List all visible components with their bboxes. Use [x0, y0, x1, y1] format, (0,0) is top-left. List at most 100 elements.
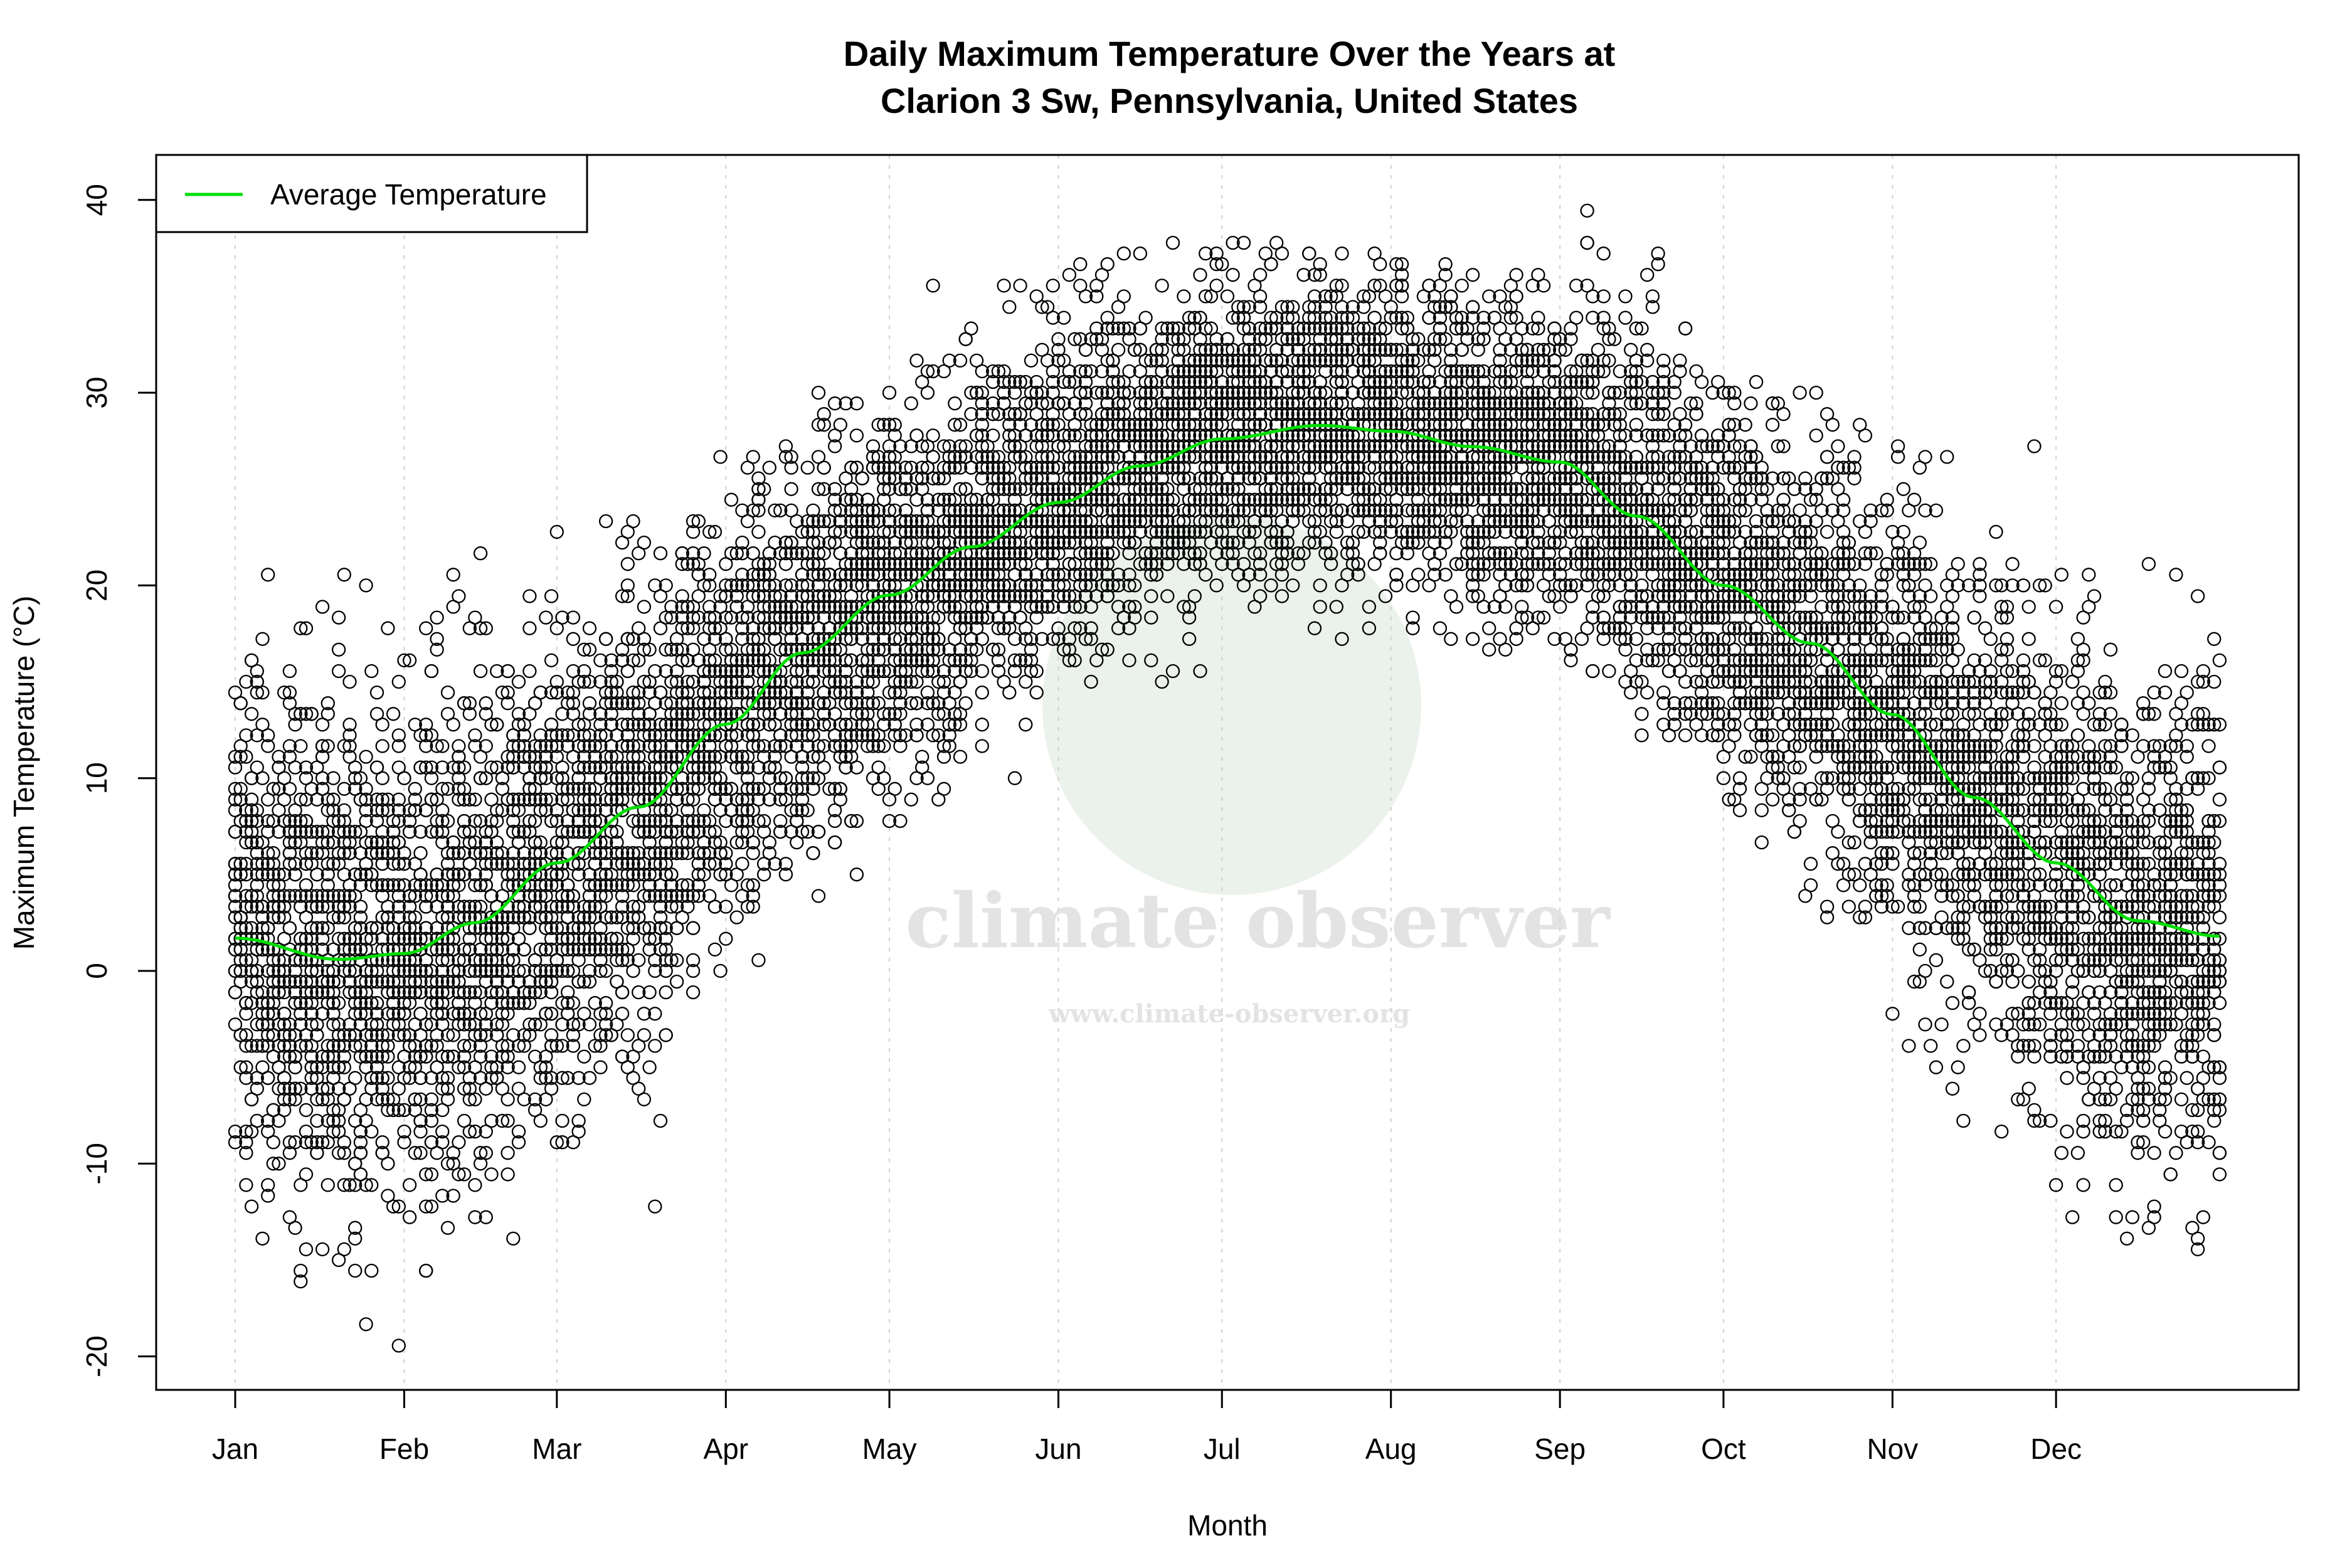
data-point	[889, 783, 901, 795]
data-point	[600, 515, 612, 527]
data-point	[480, 1147, 492, 1159]
data-point	[338, 1243, 351, 1256]
data-point	[622, 633, 634, 645]
data-point	[257, 686, 269, 699]
data-point	[545, 654, 558, 667]
data-point	[300, 622, 312, 635]
data-point	[415, 847, 427, 859]
data-point	[1047, 279, 1059, 292]
data-point	[714, 965, 727, 977]
data-point	[556, 1115, 569, 1127]
data-point	[763, 462, 776, 474]
data-point	[911, 354, 923, 367]
data-point	[371, 686, 383, 699]
data-point	[420, 1168, 432, 1180]
data-point	[480, 622, 492, 635]
data-point	[644, 1061, 656, 1074]
data-point	[539, 1007, 552, 1020]
data-point	[344, 1179, 356, 1191]
data-point	[736, 857, 748, 870]
data-point	[834, 418, 847, 431]
data-point	[431, 612, 443, 624]
data-point	[257, 1232, 269, 1245]
data-point	[393, 1340, 405, 1352]
data-point	[976, 686, 988, 699]
data-point	[616, 1007, 628, 1020]
data-point	[845, 815, 857, 827]
data-point	[927, 451, 940, 464]
data-point	[267, 1157, 280, 1170]
data-point	[1063, 268, 1076, 281]
data-point	[670, 975, 683, 988]
data-point	[365, 665, 378, 677]
data-point	[965, 322, 977, 335]
data-point	[485, 761, 498, 774]
data-point	[485, 718, 498, 731]
data-point	[654, 547, 667, 559]
data-point	[867, 697, 879, 709]
data-point	[1014, 279, 1027, 292]
data-point	[332, 612, 345, 624]
data-point	[600, 633, 612, 645]
data-point	[1128, 344, 1141, 356]
data-point	[638, 601, 650, 613]
data-point	[594, 1061, 607, 1074]
data-point	[235, 697, 247, 709]
data-point	[490, 718, 503, 731]
data-point	[458, 1168, 470, 1180]
data-point	[1074, 258, 1086, 270]
data-point	[752, 526, 765, 538]
data-point	[545, 590, 558, 603]
data-point	[752, 954, 765, 967]
data-point	[818, 761, 830, 774]
data-point	[567, 633, 580, 645]
data-point	[976, 718, 988, 731]
data-point	[709, 526, 721, 538]
data-point	[365, 1264, 378, 1277]
data-point	[938, 783, 950, 795]
data-point	[447, 718, 460, 731]
data-point	[376, 772, 389, 785]
data-point	[300, 1243, 312, 1256]
data-point	[954, 418, 967, 431]
data-point	[403, 1211, 416, 1224]
data-point	[622, 558, 634, 570]
data-point	[954, 751, 967, 763]
data-point	[485, 1168, 498, 1180]
data-point	[709, 943, 721, 956]
data-point	[262, 568, 274, 581]
data-point	[360, 579, 373, 591]
data-point	[387, 1200, 400, 1213]
data-point	[551, 1136, 563, 1148]
data-point	[283, 922, 296, 935]
data-point	[474, 665, 487, 677]
data-point	[921, 386, 934, 399]
data-point	[850, 429, 863, 442]
data-point	[850, 868, 863, 881]
data-point	[1003, 301, 1015, 314]
data-point	[758, 483, 770, 495]
data-point	[447, 568, 460, 581]
data-point	[300, 1168, 312, 1180]
data-point	[289, 1222, 302, 1234]
data-point	[905, 397, 918, 410]
data-point	[332, 665, 345, 677]
data-point	[654, 1115, 667, 1127]
data-point	[578, 644, 590, 656]
data-point	[425, 793, 438, 806]
data-point	[714, 451, 727, 464]
data-point	[360, 1318, 373, 1330]
data-point	[812, 890, 825, 903]
data-point	[523, 590, 536, 603]
data-point	[660, 986, 672, 999]
watermark-brand: climate observer	[906, 877, 1611, 965]
data-point	[812, 386, 825, 399]
data-point	[409, 1147, 421, 1159]
data-point	[452, 1168, 465, 1180]
data-point	[420, 622, 432, 635]
data-point	[845, 462, 857, 474]
data-point	[829, 836, 841, 849]
data-point	[1118, 290, 1130, 303]
data-point	[267, 1136, 280, 1148]
data-point	[442, 686, 454, 699]
